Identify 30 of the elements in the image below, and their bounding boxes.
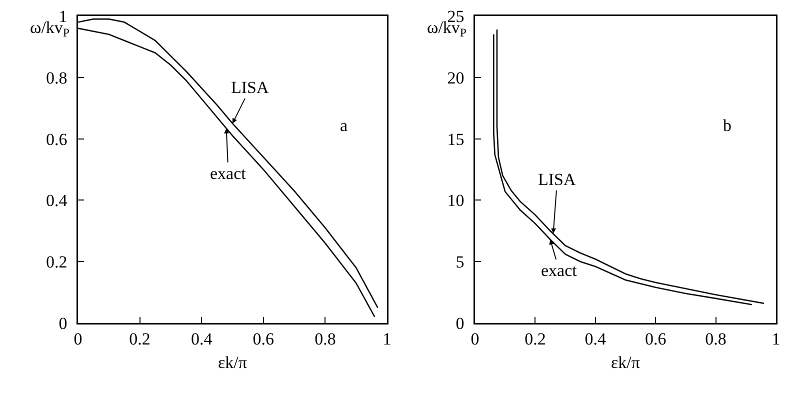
y-tick-label: 0.2 — [46, 252, 68, 272]
y-tick-label: 10 — [447, 191, 464, 210]
x-tick-label: 0.8 — [314, 330, 336, 349]
x-tick-label: 0.2 — [524, 330, 546, 349]
annotation: LISA — [231, 78, 270, 97]
x-tick-label: 0 — [470, 330, 480, 349]
annotation: exact — [541, 261, 578, 280]
x-tick-label: 0.6 — [252, 330, 274, 349]
annotation: exact — [210, 164, 246, 183]
y-tick-label: 20 — [447, 68, 464, 88]
x-axis-title: εk/π — [218, 352, 248, 372]
x-tick-label: 0.2 — [129, 330, 150, 349]
y-tick-label: 5 — [456, 252, 464, 272]
y-tick-label: 0.4 — [46, 191, 68, 210]
annotation: b — [723, 116, 732, 135]
y-tick-label: 0 — [58, 314, 68, 333]
x-tick-label: 0 — [74, 330, 82, 349]
y-tick-label: 0.6 — [46, 130, 68, 149]
x-tick-label: 0.4 — [584, 330, 607, 349]
x-tick-label: 0.4 — [190, 330, 213, 349]
x-tick-label: 0.6 — [644, 330, 666, 349]
x-axis-title: εk/π — [611, 352, 640, 372]
y-tick-label: 0 — [456, 314, 464, 333]
y-tick-label: 15 — [447, 130, 464, 149]
y-tick-label: 0.8 — [46, 68, 68, 88]
x-tick-label: 0.8 — [705, 330, 726, 349]
x-tick-label: 1 — [382, 330, 392, 349]
annotation: a — [340, 116, 348, 135]
x-tick-label: 1 — [772, 330, 780, 349]
annotation: LISA — [538, 170, 576, 189]
